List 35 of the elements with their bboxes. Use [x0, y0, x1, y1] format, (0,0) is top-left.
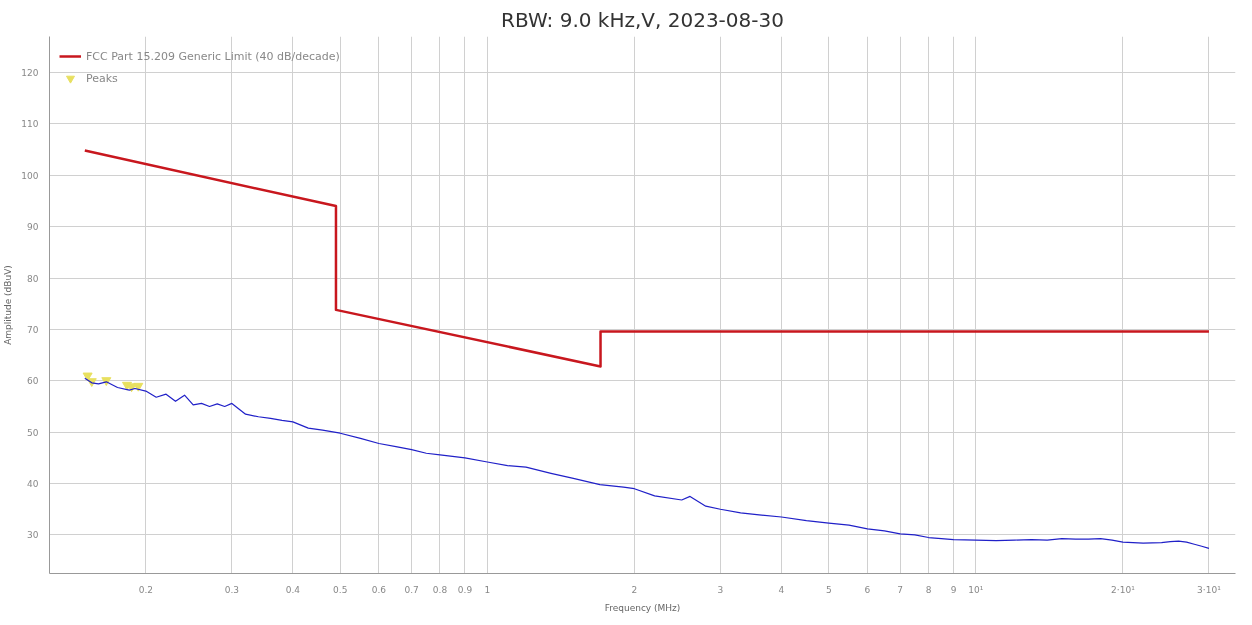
x-tick-label: 7 — [897, 584, 904, 595]
x-tick-label: 0.3 — [224, 584, 240, 595]
x-tick-label: 0.5 — [333, 584, 348, 595]
x-tick-label: 0.9 — [457, 584, 473, 595]
x-tick-label: 6 — [864, 584, 871, 595]
x-tick-label: 3 — [717, 584, 724, 595]
x-tick-label: 3·10¹ — [1197, 584, 1222, 595]
x-tick-label: 0.4 — [285, 584, 301, 595]
x-tick-label: 2·10¹ — [1111, 584, 1136, 595]
y-tick-label: 40 — [27, 479, 39, 490]
x-tick-label: 0.8 — [432, 584, 448, 595]
chart-title: RBW: 9.0 kHz,V, 2023-08-30 — [501, 7, 784, 32]
x-tick-label: 1 — [484, 584, 491, 595]
x-tick-label: 2 — [631, 584, 638, 595]
x-axis-title: Frequency (MHz) — [604, 602, 681, 613]
x-tick-label: 8 — [925, 584, 932, 595]
y-tick-label: 50 — [27, 427, 39, 438]
x-tick-label: 5 — [825, 584, 832, 595]
x-tick-label: 0.2 — [138, 584, 154, 595]
x-tick-label: 0.7 — [404, 584, 419, 595]
y-tick-label: 100 — [21, 170, 39, 181]
x-tick-label: 0.6 — [371, 584, 387, 595]
x-tick-label: 10¹ — [968, 584, 984, 595]
legend-label: Peaks — [86, 71, 118, 85]
y-tick-label: 70 — [27, 324, 39, 335]
y-tick-label: 80 — [27, 273, 39, 284]
y-tick-label: 30 — [27, 530, 39, 541]
y-axis-title: Amplitude (dBuV) — [3, 265, 14, 345]
y-tick-label: 110 — [21, 119, 39, 130]
y-tick-label: 60 — [27, 376, 39, 387]
x-tick-label: 9 — [950, 584, 957, 595]
y-tick-label: 120 — [21, 67, 39, 78]
legend-label: FCC Part 15.209 Generic Limit (40 dB/decade) — [86, 49, 340, 63]
y-tick-label: 90 — [27, 222, 39, 233]
x-tick-label: 4 — [778, 584, 785, 595]
